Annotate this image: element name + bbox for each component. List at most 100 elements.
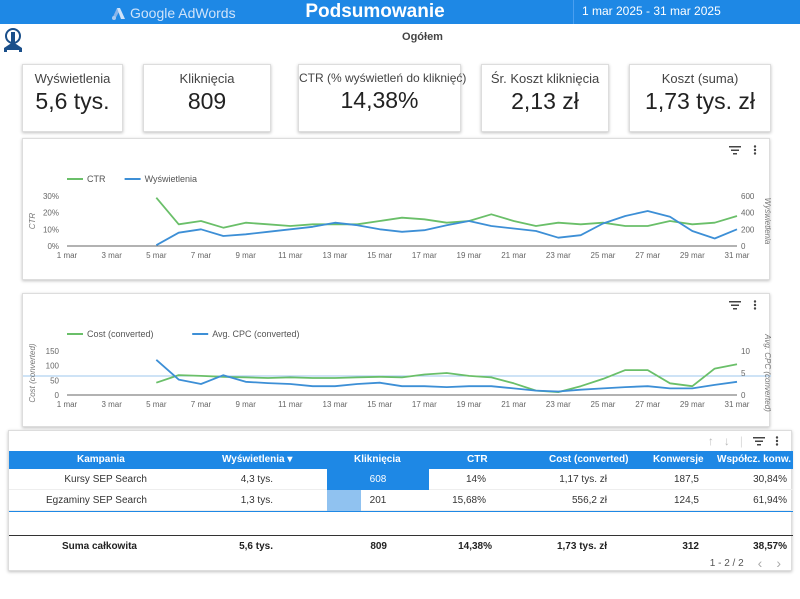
y-left-axis-title: CTR <box>28 213 37 230</box>
legend-label: CTR <box>87 174 106 184</box>
column-header-clicks[interactable]: Kliknięcia <box>354 454 401 465</box>
kpi-value: 1,73 tys. zł <box>645 88 755 114</box>
x-tick-label: 25 mar <box>591 400 616 409</box>
series-line <box>156 363 738 393</box>
kpi-ctr: CTR (% wyświetleń do kliknięć) 14,38% <box>298 64 467 132</box>
row-divider <box>9 511 793 512</box>
pagination: 1 - 2 / 2 ‹ › <box>710 555 781 571</box>
x-tick-label: 19 mar <box>457 400 482 409</box>
table-row[interactable]: Kursy SEP Search 4,3 tys. 608 14% 1,17 t… <box>9 469 793 490</box>
chart-card-cost-cpc: 1 mar 3 mar 5 mar 7 mar 9 mar 11 mar 13 mar 15 … <box>22 293 771 427</box>
kpi-label: Kliknięcia <box>179 71 235 86</box>
y-right-axis-title: Wyświetlenia <box>763 198 771 245</box>
x-tick-label: 13 mar <box>323 251 348 260</box>
section-subtitle: Ogółem <box>402 31 443 43</box>
x-tick-label: 3 mar <box>101 400 122 409</box>
y-right-tick-label: 0 <box>741 391 746 400</box>
adwords-logo-icon <box>112 8 125 20</box>
cell-conv-rate: 30,84% <box>753 474 787 485</box>
toolbar-divider: | <box>739 434 743 448</box>
more-options-icon[interactable] <box>753 300 757 310</box>
x-tick-label: 13 mar <box>323 400 348 409</box>
table-header: Kampania Wyświetlenia ▾ Kliknięcia CTR C… <box>9 451 793 469</box>
brand: Google AdWords <box>110 3 236 23</box>
cell-impressions: 1,3 tys. <box>240 495 273 506</box>
x-tick-label: 27 mar <box>635 400 660 409</box>
y-left-tick-label: 30% <box>43 192 59 201</box>
total-clicks: 809 <box>370 541 387 552</box>
y-left-tick-label: 150 <box>46 347 60 356</box>
chart-card-ctr-impressions: 1 mar 3 mar 5 mar 7 mar 9 mar 11 mar 13 mar 15 … <box>22 138 771 280</box>
kpi-label: Wyświetlenia <box>34 71 111 86</box>
x-tick-label: 29 mar <box>680 251 705 260</box>
x-tick-label: 23 mar <box>546 400 571 409</box>
x-tick-label: 15 mar <box>367 251 392 260</box>
column-header-conversions[interactable]: Konwersje <box>653 454 704 465</box>
y-left-tick-label: 100 <box>46 362 60 371</box>
y-right-tick-label: 10 <box>741 347 750 356</box>
cell-conversions: 187,5 <box>673 474 699 485</box>
more-options-icon[interactable] <box>753 145 757 155</box>
filter-icon[interactable] <box>729 145 741 155</box>
total-label: Suma całkowita <box>61 541 137 552</box>
table-row[interactable]: Egzaminy SEP Search 1,3 tys. 201 15,68% … <box>9 490 793 511</box>
x-tick-label: 1 mar <box>57 251 78 260</box>
prev-page-icon[interactable]: ‹ <box>757 555 763 571</box>
table-total-row: Suma całkowita 5,6 tys. 809 14,38% 1,73 … <box>9 535 793 557</box>
x-tick-label: 5 mar <box>146 251 167 260</box>
pagination-label: 1 - 2 / 2 <box>709 557 744 569</box>
x-tick-label: 31 mar <box>725 400 750 409</box>
x-tick-label: 27 mar <box>635 251 660 260</box>
filter-icon[interactable] <box>753 436 765 446</box>
y-right-tick-label: 5 <box>741 369 746 378</box>
kpi-value: 14,38% <box>340 87 419 113</box>
chart-ctr-impressions: 1 mar 3 mar 5 mar 7 mar 9 mar 11 mar 13 mar 15 … <box>28 174 771 260</box>
campaign-table: ↑ ↓ | Kampania Wyświetlenia ▾ Kliknięcia… <box>8 430 793 571</box>
y-right-tick-label: 600 <box>741 192 755 201</box>
column-header-cost[interactable]: Cost (converted) <box>549 454 629 465</box>
kpi-label: Śr. Koszt kliknięcia <box>490 71 600 86</box>
total-conv-rate: 38,57% <box>753 541 787 552</box>
kpi-label: Koszt (suma) <box>661 71 739 86</box>
chart-cost-cpc: 1 mar 3 mar 5 mar 7 mar 9 mar 11 mar 13 mar 15 … <box>23 329 771 412</box>
cell-clicks: 608 <box>369 474 387 485</box>
column-header-conv-rate[interactable]: Współcz. konw. <box>717 454 792 465</box>
company-logo-icon <box>4 28 22 52</box>
x-tick-label: 9 mar <box>235 400 256 409</box>
legend-label: Wyświetlenia <box>145 174 197 184</box>
x-tick-label: 17 mar <box>412 251 437 260</box>
cell-impressions: 4,3 tys. <box>240 474 273 485</box>
more-options-icon[interactable] <box>775 436 779 446</box>
x-tick-label: 5 mar <box>146 400 167 409</box>
y-left-tick-label: 50 <box>50 376 59 385</box>
x-tick-label: 9 mar <box>235 251 256 260</box>
sort-down-icon[interactable]: ↓ <box>723 434 730 448</box>
column-header-ctr[interactable]: CTR <box>467 454 488 465</box>
next-page-icon[interactable]: › <box>776 555 781 571</box>
filter-icon[interactable] <box>729 300 741 310</box>
x-tick-label: 25 mar <box>591 251 616 260</box>
sort-up-icon[interactable]: ↑ <box>707 434 714 448</box>
column-header-campaign[interactable]: Kampania <box>77 454 125 465</box>
x-tick-label: 3 mar <box>101 251 122 260</box>
x-tick-label: 1 mar <box>57 400 78 409</box>
date-range-selector[interactable]: 1 mar 2025 - 31 mar 2025 <box>573 0 800 24</box>
kpi-total-cost: Koszt (suma) 1,73 tys. zł <box>629 64 771 132</box>
column-header-impressions[interactable]: Wyświetlenia ▾ <box>222 454 293 465</box>
cell-clicks: 201 <box>369 495 387 506</box>
total-impressions: 5,6 tys. <box>239 541 273 552</box>
x-tick-label: 15 mar <box>367 400 392 409</box>
y-left-tick-label: 20% <box>43 209 59 218</box>
series-line <box>155 359 738 393</box>
series-line <box>155 197 738 229</box>
kpi-label: CTR (% wyświetleń do kliknięć) <box>299 71 467 85</box>
page-title: Podsumowanie <box>305 1 445 22</box>
kpi-avg-cpc: Śr. Koszt kliknięcia 2,13 zł <box>481 64 609 132</box>
total-ctr: 14,38% <box>458 541 492 552</box>
x-tick-label: 11 mar <box>278 400 303 409</box>
cell-conversions: 124,5 <box>673 495 699 506</box>
x-tick-label: 7 mar <box>191 400 212 409</box>
y-right-tick-label: 400 <box>741 209 755 218</box>
y-right-tick-label: 0 <box>741 242 746 251</box>
y-right-axis-title: Avg. CPC (converted) <box>763 333 771 412</box>
